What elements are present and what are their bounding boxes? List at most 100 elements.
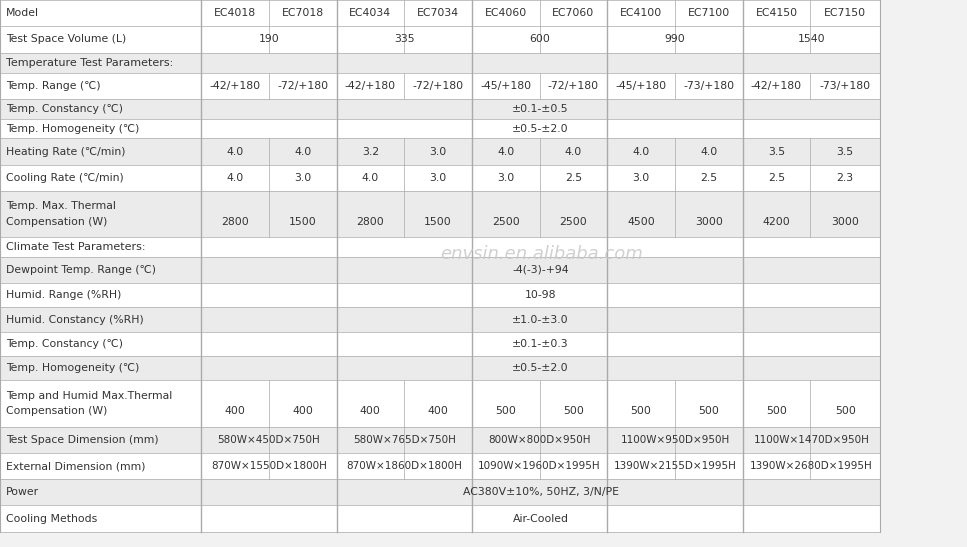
Text: 400: 400 <box>427 406 449 416</box>
Bar <box>0 191 880 237</box>
Bar <box>0 332 880 356</box>
Text: ±0.1-±0.5: ±0.1-±0.5 <box>513 104 569 114</box>
Bar <box>0 99 880 119</box>
Bar <box>0 479 880 505</box>
Text: 4.0: 4.0 <box>294 147 311 156</box>
Text: Power: Power <box>6 487 39 497</box>
Bar <box>0 427 880 453</box>
Text: Temp. Max. Thermal: Temp. Max. Thermal <box>6 201 116 211</box>
Text: 580W×450D×750H: 580W×450D×750H <box>218 435 320 445</box>
Text: ±1.0-±3.0: ±1.0-±3.0 <box>513 315 569 325</box>
Text: 4.0: 4.0 <box>700 147 718 156</box>
Text: -42/+180: -42/+180 <box>210 81 260 91</box>
Bar <box>0 453 880 479</box>
Text: 190: 190 <box>258 34 279 44</box>
Bar <box>0 257 880 283</box>
Text: 800W×800D×950H: 800W×800D×950H <box>488 435 591 445</box>
Text: -72/+180: -72/+180 <box>278 81 328 91</box>
Text: 500: 500 <box>698 406 719 416</box>
Text: Temp. Range (℃): Temp. Range (℃) <box>6 81 101 91</box>
Bar <box>0 283 880 307</box>
Text: 3.0: 3.0 <box>497 173 514 183</box>
Text: EC4018: EC4018 <box>214 8 256 18</box>
Bar <box>0 237 880 257</box>
Text: 3.0: 3.0 <box>429 147 447 156</box>
Text: Climate Test Parameters:: Climate Test Parameters: <box>6 242 145 252</box>
Text: -72/+180: -72/+180 <box>548 81 599 91</box>
Text: 1090W×1960D×1995H: 1090W×1960D×1995H <box>479 461 601 471</box>
Text: Humid. Range (%RH): Humid. Range (%RH) <box>6 290 121 300</box>
Text: 4500: 4500 <box>628 217 655 226</box>
Text: 3.5: 3.5 <box>768 147 785 156</box>
Text: ±0.5-±2.0: ±0.5-±2.0 <box>513 124 569 133</box>
Text: EC7100: EC7100 <box>688 8 730 18</box>
Text: 2500: 2500 <box>560 217 587 226</box>
Text: EC4060: EC4060 <box>484 8 527 18</box>
Text: 580W×765D×750H: 580W×765D×750H <box>353 435 455 445</box>
Text: Dewpoint Temp. Range (℃): Dewpoint Temp. Range (℃) <box>6 265 156 275</box>
Text: 4.0: 4.0 <box>565 147 582 156</box>
Text: 335: 335 <box>394 34 415 44</box>
Text: 10-98: 10-98 <box>525 290 556 300</box>
Bar <box>0 119 880 138</box>
Bar <box>0 380 880 427</box>
Bar <box>0 356 880 380</box>
Text: 4.0: 4.0 <box>362 173 379 183</box>
Text: -45/+180: -45/+180 <box>481 81 531 91</box>
Text: 4.0: 4.0 <box>226 173 244 183</box>
Text: ±0.1-±0.3: ±0.1-±0.3 <box>513 339 569 349</box>
Text: EC4034: EC4034 <box>349 8 392 18</box>
Text: -73/+180: -73/+180 <box>820 81 870 91</box>
Text: 870W×1550D×1800H: 870W×1550D×1800H <box>211 461 327 471</box>
Text: 1500: 1500 <box>425 217 452 226</box>
Text: Temp. Constancy (℃): Temp. Constancy (℃) <box>6 104 123 114</box>
Text: Cooling Methods: Cooling Methods <box>6 514 97 523</box>
Text: ±0.5-±2.0: ±0.5-±2.0 <box>513 363 569 373</box>
Text: 4.0: 4.0 <box>632 147 650 156</box>
Text: 4.0: 4.0 <box>497 147 514 156</box>
Text: 4200: 4200 <box>763 217 790 226</box>
Text: 400: 400 <box>292 406 313 416</box>
Text: EC4150: EC4150 <box>755 8 798 18</box>
Text: 400: 400 <box>360 406 381 416</box>
Text: EC7060: EC7060 <box>552 8 595 18</box>
Text: 500: 500 <box>563 406 584 416</box>
Text: 3.0: 3.0 <box>632 173 650 183</box>
Text: EC4100: EC4100 <box>620 8 662 18</box>
Text: -72/+180: -72/+180 <box>413 81 463 91</box>
Text: Temp. Homogeneity (℃): Temp. Homogeneity (℃) <box>6 124 139 133</box>
Bar <box>0 0 880 26</box>
Text: EC7018: EC7018 <box>281 8 324 18</box>
Text: 3.2: 3.2 <box>362 147 379 156</box>
Text: Test Space Volume (L): Test Space Volume (L) <box>6 34 126 44</box>
Bar <box>0 138 880 165</box>
Text: 2500: 2500 <box>492 217 519 226</box>
Text: 2800: 2800 <box>221 217 249 226</box>
Text: 500: 500 <box>630 406 652 416</box>
Bar <box>0 73 880 99</box>
Text: 2.5: 2.5 <box>700 173 718 183</box>
Text: 1390W×2680D×1995H: 1390W×2680D×1995H <box>750 461 872 471</box>
Text: 1100W×950D×950H: 1100W×950D×950H <box>621 435 729 445</box>
Text: Compensation (W): Compensation (W) <box>6 406 107 416</box>
Bar <box>0 505 880 532</box>
Text: 2.3: 2.3 <box>836 173 854 183</box>
Text: 1500: 1500 <box>289 217 316 226</box>
Text: 1540: 1540 <box>798 34 825 44</box>
Text: -42/+180: -42/+180 <box>751 81 802 91</box>
Text: envsin.en.alibaba.com: envsin.en.alibaba.com <box>440 246 643 263</box>
Text: Test Space Dimension (mm): Test Space Dimension (mm) <box>6 435 159 445</box>
Text: Temperature Test Parameters:: Temperature Test Parameters: <box>6 57 173 68</box>
Text: External Dimension (mm): External Dimension (mm) <box>6 461 145 471</box>
Text: 1100W×1470D×950H: 1100W×1470D×950H <box>753 435 869 445</box>
Text: 4.0: 4.0 <box>226 147 244 156</box>
Text: -73/+180: -73/+180 <box>684 81 734 91</box>
Text: Heating Rate (℃/min): Heating Rate (℃/min) <box>6 147 126 156</box>
Text: 990: 990 <box>664 34 686 44</box>
Text: 500: 500 <box>766 406 787 416</box>
Text: Model: Model <box>6 8 39 18</box>
Text: 1390W×2155D×1995H: 1390W×2155D×1995H <box>613 461 737 471</box>
Text: AC380V±10%, 50HZ, 3/N/PE: AC380V±10%, 50HZ, 3/N/PE <box>462 487 619 497</box>
Bar <box>0 53 880 73</box>
Bar <box>0 307 880 332</box>
